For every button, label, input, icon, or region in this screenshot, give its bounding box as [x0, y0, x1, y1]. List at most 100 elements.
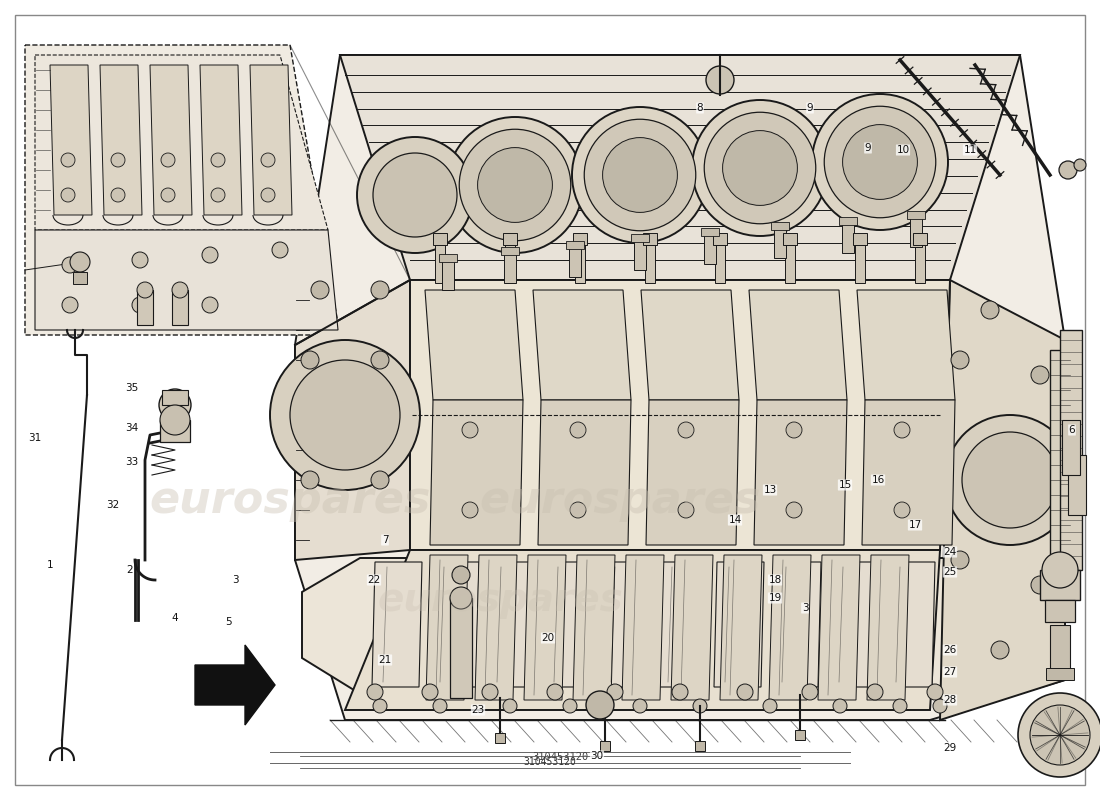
Circle shape [893, 699, 907, 713]
Circle shape [824, 106, 936, 218]
Bar [910, 215, 922, 247]
Polygon shape [867, 555, 909, 700]
Circle shape [763, 699, 777, 713]
Circle shape [60, 188, 75, 202]
Circle shape [1018, 693, 1100, 777]
Polygon shape [430, 400, 522, 545]
Circle shape [833, 699, 847, 713]
Bar [160, 420, 190, 442]
Circle shape [62, 297, 78, 313]
Circle shape [786, 502, 802, 518]
Circle shape [462, 502, 478, 518]
Bar [908, 211, 925, 219]
Polygon shape [857, 290, 955, 400]
Polygon shape [646, 400, 739, 545]
Circle shape [563, 699, 578, 713]
Polygon shape [573, 555, 615, 700]
Text: eurospares: eurospares [480, 478, 761, 522]
Circle shape [373, 699, 387, 713]
Circle shape [433, 699, 447, 713]
Polygon shape [534, 290, 631, 400]
Bar [1045, 600, 1075, 622]
FancyBboxPatch shape [433, 233, 447, 245]
Polygon shape [150, 65, 192, 215]
Circle shape [138, 282, 153, 298]
Text: 6: 6 [1069, 425, 1076, 435]
Circle shape [462, 422, 478, 438]
Text: 31: 31 [29, 433, 42, 443]
Circle shape [290, 360, 400, 470]
Bar [1068, 455, 1086, 515]
Bar [442, 258, 454, 290]
Circle shape [477, 147, 552, 222]
Circle shape [301, 351, 319, 369]
Circle shape [570, 502, 586, 518]
Text: 22: 22 [367, 575, 381, 585]
Text: 16: 16 [871, 475, 884, 485]
Circle shape [962, 432, 1058, 528]
Circle shape [452, 566, 470, 584]
Circle shape [111, 188, 125, 202]
FancyBboxPatch shape [644, 233, 657, 245]
Polygon shape [720, 555, 762, 700]
Circle shape [1059, 161, 1077, 179]
Circle shape [272, 242, 288, 258]
Polygon shape [426, 555, 467, 700]
Polygon shape [302, 558, 1010, 695]
Text: 21: 21 [378, 655, 392, 665]
Circle shape [270, 340, 420, 490]
Circle shape [132, 252, 148, 268]
Circle shape [132, 297, 148, 313]
Bar [575, 245, 585, 283]
Circle shape [723, 130, 798, 206]
Bar [138, 290, 153, 325]
Bar [73, 272, 87, 284]
FancyBboxPatch shape [1046, 668, 1074, 680]
Text: 25: 25 [944, 567, 957, 577]
FancyBboxPatch shape [495, 733, 505, 743]
FancyBboxPatch shape [503, 233, 517, 245]
Text: 5: 5 [224, 617, 231, 627]
Circle shape [422, 684, 438, 700]
Bar [855, 245, 865, 283]
Text: 1: 1 [46, 560, 53, 570]
Bar [839, 217, 857, 225]
Text: 9: 9 [865, 143, 871, 153]
Text: 20: 20 [541, 633, 554, 643]
Polygon shape [543, 562, 593, 687]
Polygon shape [345, 550, 940, 710]
Circle shape [933, 699, 947, 713]
Text: 11: 11 [964, 145, 977, 155]
Circle shape [447, 117, 583, 253]
Text: 13: 13 [763, 485, 777, 495]
FancyBboxPatch shape [713, 233, 727, 245]
Circle shape [211, 188, 226, 202]
Circle shape [570, 422, 586, 438]
Text: 19: 19 [769, 593, 782, 603]
Text: 30: 30 [591, 751, 604, 761]
Circle shape [693, 699, 707, 713]
Text: 4: 4 [172, 613, 178, 623]
Text: 35: 35 [125, 383, 139, 393]
Circle shape [160, 405, 190, 435]
Circle shape [572, 107, 708, 243]
Bar [450, 598, 472, 698]
Polygon shape [754, 400, 847, 545]
Bar [566, 241, 584, 249]
Circle shape [894, 422, 910, 438]
Circle shape [211, 153, 226, 167]
Text: 9: 9 [806, 103, 813, 113]
FancyBboxPatch shape [695, 741, 705, 751]
Circle shape [160, 389, 191, 421]
Polygon shape [714, 562, 764, 687]
Bar [704, 232, 716, 264]
Polygon shape [35, 230, 338, 330]
Polygon shape [524, 555, 567, 700]
Polygon shape [769, 555, 811, 700]
Circle shape [459, 130, 571, 241]
Bar [500, 247, 519, 255]
Polygon shape [475, 555, 517, 700]
Circle shape [301, 471, 319, 489]
Polygon shape [657, 562, 707, 687]
Bar [434, 245, 446, 283]
